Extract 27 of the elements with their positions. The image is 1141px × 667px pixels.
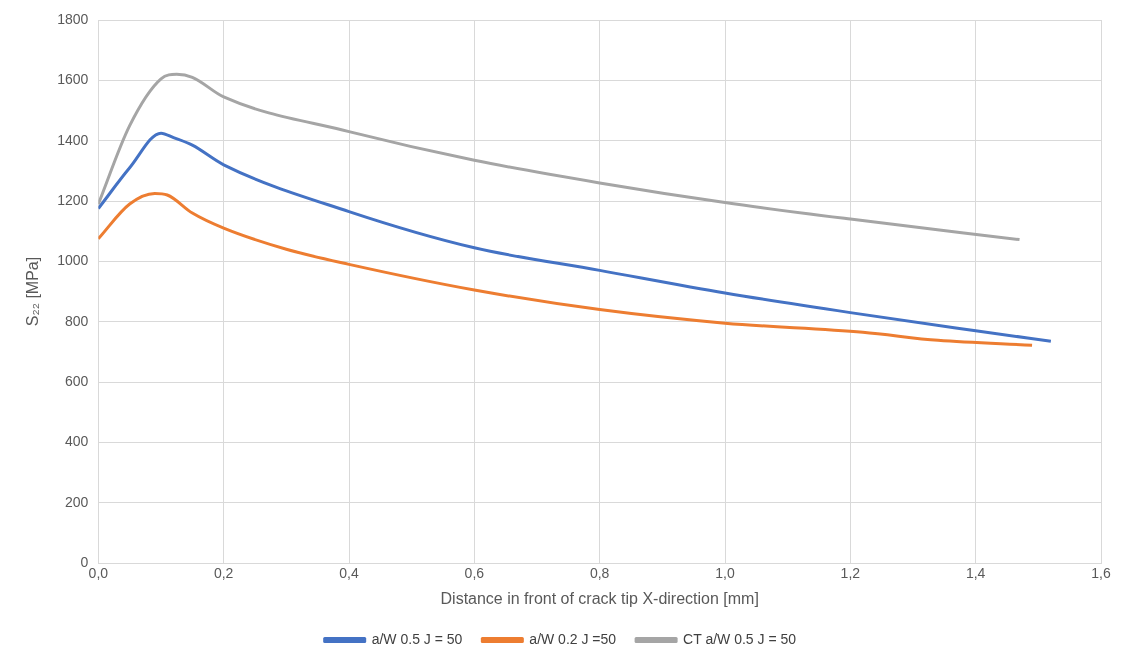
legend-label: a/W 0.5 J = 50 xyxy=(371,630,463,647)
y-tick-label: 1400 xyxy=(57,131,89,148)
y-tick-label: 1800 xyxy=(57,10,89,27)
x-tick-label: 0,2 xyxy=(213,565,234,582)
y-tick-label: 1600 xyxy=(57,71,89,88)
y-tick-label: 1200 xyxy=(57,191,89,208)
x-tick-label: 0,8 xyxy=(589,565,610,582)
legend-label: CT a/W 0.5 J = 50 xyxy=(683,630,797,647)
line-series xyxy=(98,191,1034,347)
x-axis-title: Distance in front of crack tip X-direction [mm] xyxy=(440,589,759,607)
x-tick-label: 1,0 xyxy=(715,565,735,582)
x-tick-label: 0,6 xyxy=(464,565,485,582)
x-tick-label: 1,6 xyxy=(1091,565,1111,582)
x-tick-label: 1,4 xyxy=(965,565,986,582)
y-tick-label: 400 xyxy=(64,433,89,450)
y-tick-label: 600 xyxy=(64,372,89,389)
x-tick-label: 0,4 xyxy=(339,565,359,582)
y-tick-label: 800 xyxy=(64,312,89,329)
y-tick-label: 200 xyxy=(64,493,89,510)
legend-label: a/W 0.2 J =50 xyxy=(529,630,617,647)
x-tick-label: 0,0 xyxy=(88,565,109,582)
line-series xyxy=(98,131,1053,343)
line-series xyxy=(98,72,1022,242)
x-tick-label: 1,2 xyxy=(840,565,861,582)
y-axis-title: S₂₂ [MPa] xyxy=(24,256,42,327)
y-tick-label: 1000 xyxy=(57,252,89,269)
y-tick-label: 0 xyxy=(80,553,89,570)
